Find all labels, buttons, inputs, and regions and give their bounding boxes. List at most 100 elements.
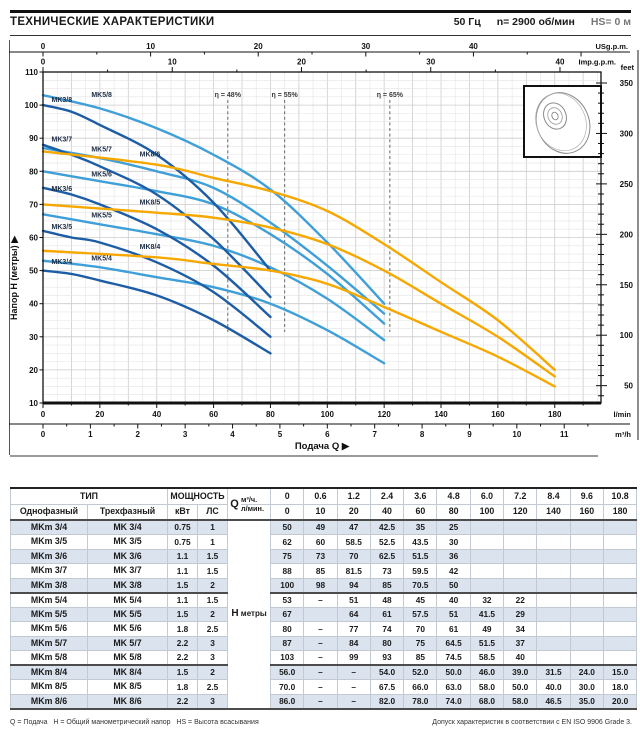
cell-head-value: 49 bbox=[303, 519, 338, 535]
svg-text:100: 100 bbox=[321, 410, 335, 419]
cell-head-value: – bbox=[336, 693, 371, 709]
svg-text:0: 0 bbox=[41, 42, 46, 51]
cell-three-phase-model: MK 3/8 bbox=[87, 577, 168, 593]
cell-kw: 1.5 bbox=[167, 577, 198, 593]
cell-head-value: 103 bbox=[269, 650, 305, 666]
svg-text:η = 55%: η = 55% bbox=[272, 92, 299, 99]
cell-head-value bbox=[602, 606, 638, 622]
curve-MK8/4 bbox=[41, 249, 556, 388]
cell-head-value: 56.0 bbox=[269, 664, 305, 680]
table-row: MKm 5/5 MK 5/5 1.5 2 67 64 61 57.5 51 41.5 29 bbox=[10, 606, 638, 622]
cell-head-value: 51 bbox=[436, 606, 471, 622]
table-row: MKm 5/6 MK 5/6 1.8 2.5 80–77 74 70 61 49 34 bbox=[10, 621, 638, 637]
cell-head-value bbox=[536, 548, 571, 564]
cell-hp: 3 bbox=[197, 650, 228, 666]
cell-three-phase-model: MK 5/4 bbox=[87, 591, 168, 608]
cell-head-value: 37 bbox=[503, 635, 538, 651]
cell-three-phase-model: MK 5/6 bbox=[87, 621, 168, 637]
table-header-row: Однофазный Трехфазный кВт ЛС 0 10 20 40 60 80 100 1… bbox=[10, 503, 638, 521]
cell-head-value: 74 bbox=[369, 621, 405, 637]
cell-head-value bbox=[602, 650, 638, 666]
cell-kw: 2.2 bbox=[167, 650, 198, 666]
svg-text:0: 0 bbox=[41, 58, 46, 67]
cell-head-value: – bbox=[303, 693, 338, 709]
q-units: м³/ч. л/мин. bbox=[241, 496, 270, 512]
cell-head-value: 30 bbox=[436, 534, 471, 550]
col-header-kw: кВт bbox=[167, 503, 198, 521]
cell-head-value: 58.0 bbox=[469, 679, 505, 695]
cell-head-value: 18.0 bbox=[602, 679, 638, 695]
curve-MK3/4 bbox=[41, 269, 272, 355]
svg-text:USg.p.m.: USg.p.m. bbox=[595, 42, 628, 51]
cell-head-value bbox=[536, 519, 571, 535]
col-header-m3h: 3.6 bbox=[403, 487, 438, 505]
cell-head-value: 54.0 bbox=[369, 664, 405, 680]
col-header-m3h: 4.8 bbox=[436, 487, 471, 505]
table-row: MKm 5/4 MK 5/4 1.1 1.5 53–51 48 45 40 32 22 bbox=[10, 591, 638, 608]
pump-performance-chart: η = 48% η = 55% η = 65%MK3/4MK3/5MK3/6MK3/… bbox=[9, 40, 639, 455]
cell-head-value: 70 bbox=[336, 548, 371, 564]
cell-head-value bbox=[503, 519, 538, 535]
cell-head-value: 74.0 bbox=[436, 693, 471, 709]
cell-head-value: 73 bbox=[369, 563, 405, 579]
svg-text:110: 110 bbox=[25, 68, 38, 77]
cell-head-value bbox=[503, 534, 538, 550]
table-row: MKm 8/5 MK 8/5 1.8 2.5 70.0– –67.5 66.0 63.0 58.… bbox=[10, 679, 638, 695]
cell-head-value bbox=[536, 650, 571, 666]
svg-text:80: 80 bbox=[29, 167, 38, 176]
cell-head-value: 20.0 bbox=[602, 693, 638, 709]
cell-head-value bbox=[503, 548, 538, 564]
cell-head-value: 51 bbox=[336, 591, 371, 608]
cell-head-value: – bbox=[303, 650, 338, 666]
svg-text:MK8/4: MK8/4 bbox=[140, 244, 161, 251]
q-label: Q bbox=[230, 497, 239, 510]
svg-text:350: 350 bbox=[620, 79, 634, 88]
cell-head-value: 25 bbox=[436, 519, 471, 535]
x-axis-impgpm: 0 10 20 30 40 Imp.g.p.m. bbox=[41, 58, 616, 72]
cell-head-value: 85 bbox=[303, 563, 338, 579]
cell-kw: 0.75 bbox=[167, 534, 198, 550]
svg-text:MK5/8: MK5/8 bbox=[91, 92, 112, 99]
svg-text:MK3/6: MK3/6 bbox=[52, 186, 73, 193]
col-header-m3h: 8.4 bbox=[536, 487, 571, 505]
footnote-tolerance: Допуск характеристик в соответствии с EN… bbox=[432, 719, 632, 726]
cell-head-value bbox=[602, 563, 638, 579]
cell-head-value bbox=[569, 606, 604, 622]
table-row: MKm 3/5 MK 3/5 0.75 1 62 60 58.5 52.5 43.5 30 bbox=[10, 534, 638, 550]
cell-head-value: 94 bbox=[336, 577, 371, 593]
cell-three-phase-model: MK 3/6 bbox=[87, 548, 168, 564]
header: ТЕХНИЧЕСКИЕ ХАРАКТЕРИСТИКИ 50 Гц n= 2900… bbox=[10, 16, 631, 28]
cell-head-value: 87 bbox=[269, 635, 305, 651]
cell-head-value: 64 bbox=[336, 606, 371, 622]
cell-head-value: 85 bbox=[369, 577, 405, 593]
page-title: ТЕХНИЧЕСКИЕ ХАРАКТЕРИСТИКИ bbox=[10, 16, 215, 28]
cell-head-value: 31.5 bbox=[536, 664, 571, 680]
table-row: MKm 8/6 MK 8/6 2.2 3 86.0– –82.0 78.0 74.0 68.0 5… bbox=[10, 693, 638, 709]
col-header-lmin: 60 bbox=[403, 503, 438, 521]
cell-single-phase-model: MKm 8/4 bbox=[10, 664, 88, 680]
svg-text:100: 100 bbox=[25, 101, 39, 110]
cell-head-value: 78.0 bbox=[403, 693, 438, 709]
svg-text:MK8/6: MK8/6 bbox=[140, 151, 161, 158]
cell-head-value: 43.5 bbox=[403, 534, 438, 550]
cell-single-phase-model: MKm 5/7 bbox=[10, 635, 88, 651]
svg-text:30: 30 bbox=[29, 333, 38, 342]
cell-head-value bbox=[602, 635, 638, 651]
col-header-m3h: 0.6 bbox=[303, 487, 338, 505]
svg-text:50: 50 bbox=[624, 382, 633, 391]
svg-text:l/min: l/min bbox=[613, 410, 631, 419]
cell-head-value: 80 bbox=[269, 621, 305, 637]
cell-head-value: 57.5 bbox=[403, 606, 438, 622]
cell-head-value bbox=[536, 577, 571, 593]
lmin-unit-label: л/мин. bbox=[241, 503, 264, 513]
svg-text:90: 90 bbox=[29, 134, 38, 143]
cell-head-value: 88 bbox=[269, 563, 305, 579]
cell-kw: 1.1 bbox=[167, 548, 198, 564]
svg-text:20: 20 bbox=[95, 410, 104, 419]
cell-head-value: 58.0 bbox=[503, 693, 538, 709]
svg-text:150: 150 bbox=[620, 281, 634, 290]
speed-value: n= 2900 об/мин bbox=[496, 16, 575, 28]
table-row: MKm 3/7 MK 3/7 1.1 1.5 88 85 81.5 73 59.5 42 bbox=[10, 563, 638, 579]
x-axis-usgpm: 0 10 20 30 40 USg.p.m. bbox=[9, 42, 630, 57]
